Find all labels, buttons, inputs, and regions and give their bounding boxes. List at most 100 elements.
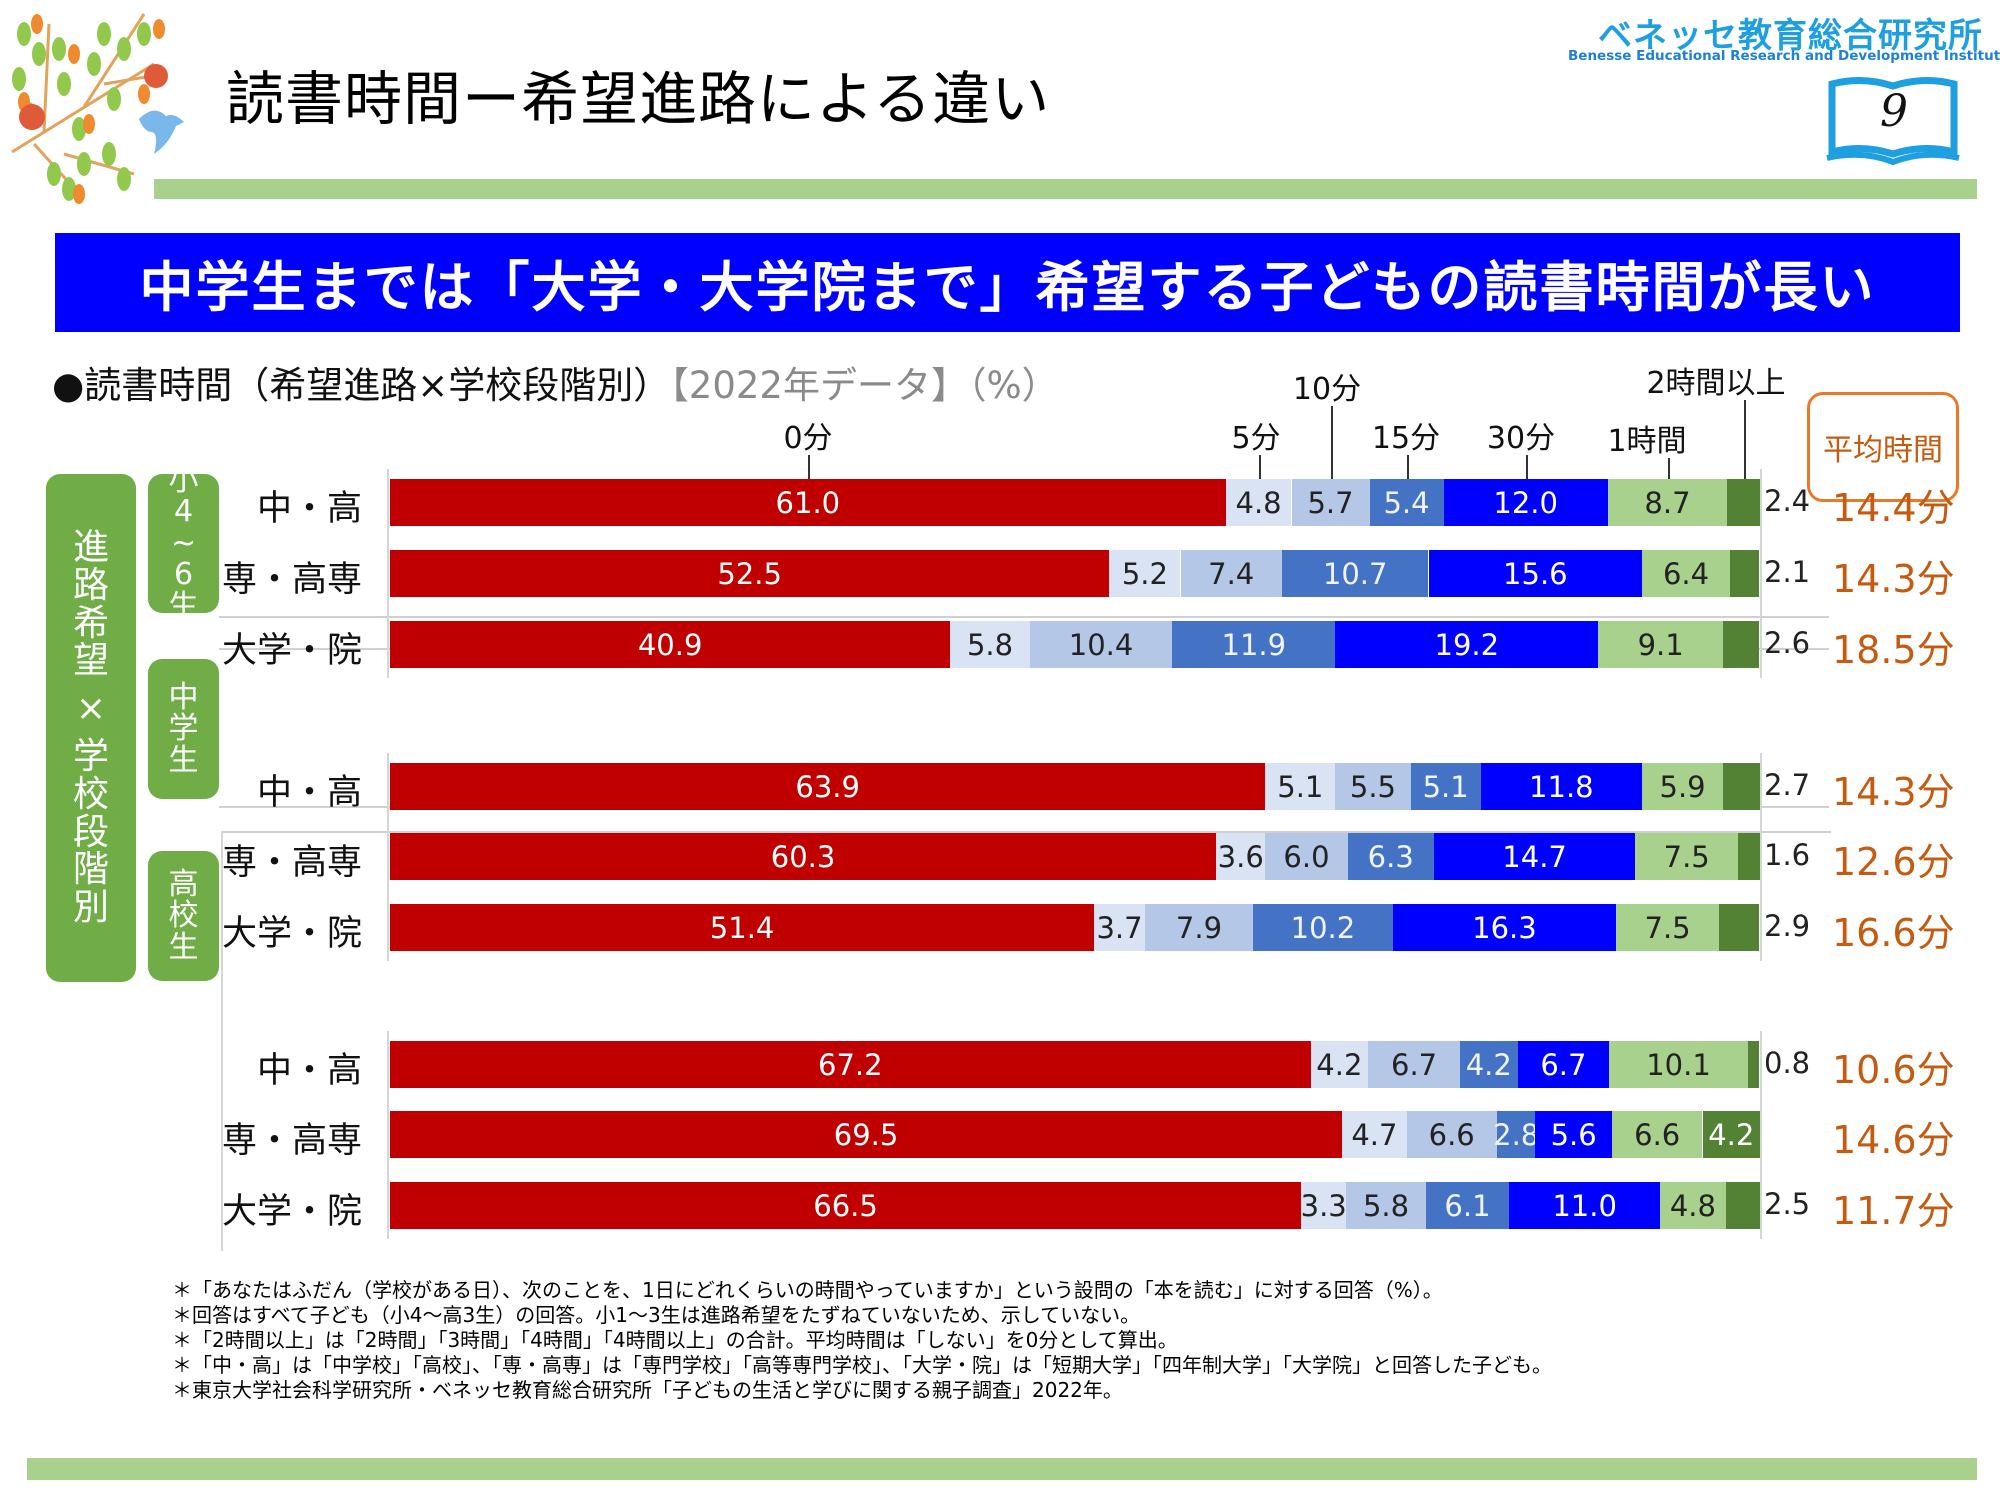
legend-label: 1時間	[1607, 424, 1687, 459]
bar-segment: 9.1	[1598, 621, 1723, 668]
data-label: 51.4	[709, 910, 775, 945]
bar-segment: 8.7	[1607, 479, 1728, 526]
bar-segment: 66.5	[390, 1182, 1302, 1229]
group-separator-line	[219, 616, 1829, 618]
axis-group-char: 望	[72, 640, 109, 682]
bar-segment: 10.7	[1281, 550, 1429, 597]
bar-segment: 67.2	[390, 1041, 1311, 1088]
data-label: 5.5	[1349, 769, 1396, 804]
bar-segment: 10.4	[1029, 621, 1173, 668]
legend-label: 2時間以上	[1646, 366, 1786, 401]
bar-segment: 7.5	[1616, 904, 1719, 951]
bar-segment: 15.6	[1428, 550, 1643, 597]
bar-segment: 14.7	[1433, 833, 1636, 880]
bar-segment: 6.7	[1368, 1041, 1460, 1088]
footnote: ＊「2時間以上」は「2時間」「3時間」「4時間」「4時間以上」の合計。平均時間は…	[172, 1328, 1178, 1352]
bar-segment: 3.6	[1216, 833, 1266, 880]
bar-segment: 7.4	[1180, 550, 1282, 597]
legend-label: 10分	[1292, 372, 1362, 407]
bar-segment: 63.9	[390, 763, 1266, 810]
data-label: 3.6	[1217, 839, 1264, 874]
axis-end-line	[1760, 469, 1762, 678]
data-label: 14.7	[1502, 839, 1567, 874]
footer-divider-bar	[27, 1458, 1977, 1480]
data-label: 9.1	[1637, 627, 1684, 662]
data-label: 2.5	[1764, 1187, 1811, 1221]
average-time-value: 11.7分	[1832, 1189, 1955, 1233]
school-stage-label: 高校生	[148, 851, 219, 981]
school-stage-char: 生	[168, 588, 199, 624]
row-label: 中・高	[256, 773, 362, 813]
bar-segment: 5.8	[950, 621, 1030, 668]
data-label: 4.2	[1465, 1047, 1512, 1082]
data-label: 10.4	[1068, 627, 1134, 662]
data-label: 19.2	[1434, 627, 1500, 662]
data-label: 4.7	[1351, 1117, 1398, 1152]
footnotes: ＊「あなたはふだん（学校がある日）、次のことを、1日にどれくらいの時間やっていま…	[172, 1278, 1552, 1403]
legend-leader-line	[1668, 458, 1670, 491]
data-label: 4.2	[1708, 1117, 1755, 1152]
data-label: 15.6	[1503, 556, 1568, 591]
bar-segment: 4.8	[1660, 1182, 1726, 1229]
bar-segment: 4.7	[1342, 1111, 1407, 1158]
row-label: 大学・院	[221, 631, 362, 671]
average-time-value: 14.6分	[1832, 1118, 1955, 1162]
leaf-icons	[12, 22, 151, 201]
row-label: 専・高専	[221, 1121, 362, 1161]
benesse-logo-english: Benesse Educational Research and Develop…	[1568, 48, 2000, 64]
data-label: 6.6	[1634, 1117, 1681, 1152]
bar-segment: 5.6	[1535, 1111, 1612, 1158]
footnote: ＊東京大学社会科学研究所・ベネッセ教育総合研究所「子どもの生活と学びに関する親子…	[172, 1378, 1123, 1402]
bar-segment: 4.8	[1225, 479, 1292, 526]
data-label: 67.2	[818, 1047, 883, 1082]
bar-segment: 11.8	[1480, 763, 1643, 810]
data-label: 6.6	[1428, 1117, 1475, 1152]
legend-leader-line	[1259, 455, 1261, 491]
bar-segment: 4.2	[1460, 1041, 1518, 1088]
legend-label: 30分	[1486, 421, 1556, 456]
bar-segment: 60.3	[390, 833, 1217, 880]
legend-label: 0分	[783, 421, 833, 456]
data-label: 11.0	[1552, 1188, 1617, 1223]
data-label: 7.5	[1644, 910, 1691, 945]
data-label: 6.1	[1444, 1188, 1491, 1223]
bar-segment: 3.3	[1301, 1182, 1347, 1229]
data-label: 63.9	[795, 769, 860, 804]
bar-segment: 6.7	[1517, 1041, 1610, 1088]
axis-group-char: 段	[72, 811, 109, 853]
average-time-value: 14.4分	[1832, 486, 1955, 530]
footnote: ＊回答はすべて子ども（小4～高3生）の回答。小1～3生は進路希望をたずねていない…	[172, 1303, 1141, 1327]
school-stage-char: 6	[173, 557, 194, 593]
bar-segment: 19.2	[1335, 621, 1599, 668]
bar-segment: 52.5	[390, 550, 1110, 597]
average-time-value: 16.6分	[1832, 911, 1955, 955]
data-label: 4.2	[1316, 1047, 1363, 1082]
bar-segment	[1723, 621, 1759, 668]
row-label: 専・高専	[221, 843, 362, 883]
bar-segment: 4.2	[1310, 1041, 1369, 1088]
bar-segment: 11.9	[1172, 621, 1336, 668]
data-label: 10.2	[1290, 910, 1356, 945]
data-label: 16.3	[1472, 910, 1537, 945]
bar-segment: 7.5	[1635, 833, 1739, 880]
bar-segment: 11.0	[1509, 1182, 1660, 1229]
group-separator-line	[221, 831, 1831, 833]
school-stage-char: 生	[168, 742, 199, 778]
average-time-value: 14.3分	[1832, 557, 1955, 601]
school-stage-char: 学	[168, 711, 199, 747]
axis-end-line	[1760, 1031, 1762, 1239]
bar-segment: 7.9	[1144, 904, 1254, 951]
data-label: 5.7	[1307, 485, 1354, 520]
bar-segment: 40.9	[390, 621, 951, 668]
bar-segment: 10.1	[1609, 1041, 1748, 1088]
bar-segment: 69.5	[390, 1111, 1343, 1158]
data-label: 10.1	[1646, 1047, 1711, 1082]
data-label: 7.5	[1663, 839, 1710, 874]
axis-group-char: 学	[72, 736, 109, 777]
bar-segment: 61.0	[390, 479, 1226, 526]
apple-icon	[19, 104, 45, 130]
open-book-icon	[1826, 77, 1960, 166]
bar-segment: 6.6	[1612, 1111, 1703, 1158]
data-label: 6.7	[1391, 1047, 1438, 1082]
data-label: 5.8	[966, 627, 1014, 662]
